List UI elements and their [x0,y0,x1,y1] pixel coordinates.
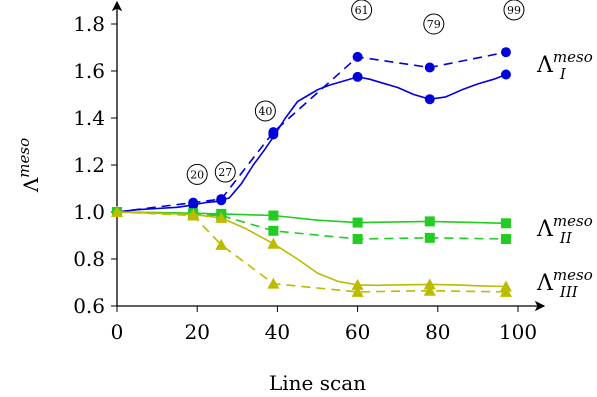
data-point [268,127,279,138]
x-tick-label: 80 [425,320,450,344]
svg-text:Λmeso: Λmeso [15,138,43,193]
data-point [500,234,511,245]
data-point [268,225,279,236]
annotation-circle: 40 [254,100,276,122]
x-tick-label: 20 [184,320,209,344]
data-point [268,210,279,221]
data-point [499,285,512,297]
legend-layer: Λmeso I Λmeso II Λmeso III [536,48,593,301]
data-point [423,284,436,296]
series-line [116,211,507,288]
series-line [116,211,507,225]
series-layer [111,47,512,297]
data-point [352,217,363,228]
x-tick-label: 100 [499,320,537,344]
data-point [351,285,364,297]
series-line [116,73,507,213]
data-point [267,277,280,289]
data-point [352,51,363,62]
y-tick-label: 1.8 [73,12,105,36]
annotation-circle: 99 [503,0,525,21]
legend-label-II: Λmeso II [536,212,593,247]
data-point [424,94,435,105]
data-point [215,238,228,250]
annotation-label: 99 [507,4,521,17]
annotation-label: 27 [218,166,232,179]
data-point [351,278,364,290]
data-point [188,197,199,208]
annotation-circle: 61 [351,0,373,21]
legend-label-I: Λmeso I [536,48,593,83]
data-point [111,206,123,217]
data-point [424,216,435,227]
annotation-label: 20 [190,168,204,181]
data-point [215,211,228,223]
series-line [116,211,507,240]
legend-label-III: Λmeso III [536,266,593,301]
data-point [500,218,511,229]
data-point [500,69,511,80]
y-tick-label: 1.2 [73,153,105,177]
y-tick-label: 1.0 [73,200,105,224]
series-III-dashed [111,206,512,297]
annotation-circle: 79 [423,13,445,35]
data-point [424,62,435,73]
x-tick-label: 0 [111,320,124,344]
y-axis-title-base: Λ [19,177,43,193]
x-tick-label: 40 [265,320,290,344]
series-line [116,51,507,213]
y-tick-label: 0.6 [73,294,105,318]
annotation-label: 79 [427,18,441,31]
annotation-label: 61 [355,4,369,17]
data-point [352,71,363,82]
axes: 0 20 40 60 80 100 0.6 0.8 1.0 1.2 1.4 1.6 1.8 Line sc… [15,0,546,395]
x-axis-title: Line scan [269,371,366,395]
data-point [267,237,280,249]
y-axis-title-sup: meso [15,138,33,178]
series-line [116,211,507,293]
series-I-dashed [112,47,511,217]
x-tick-label: 60 [345,320,370,344]
data-point [187,209,200,221]
annotation-circle: 20 [186,163,208,185]
data-point [423,278,436,290]
series-I-solid [112,69,511,217]
annotation-circle: 27 [214,161,236,183]
annotation-label: 40 [258,105,272,118]
data-point [352,234,363,245]
y-axis-title: Λmeso [15,138,43,193]
data-point [424,232,435,243]
annotation-layer: 20 27 40 61 79 99 [186,0,525,185]
data-point [500,47,511,58]
y-tick-label: 1.4 [73,106,105,130]
y-tick-label: 1.6 [73,59,105,83]
series-II-solid [112,207,511,229]
data-point [216,194,227,205]
y-tick-label: 0.8 [73,247,105,271]
